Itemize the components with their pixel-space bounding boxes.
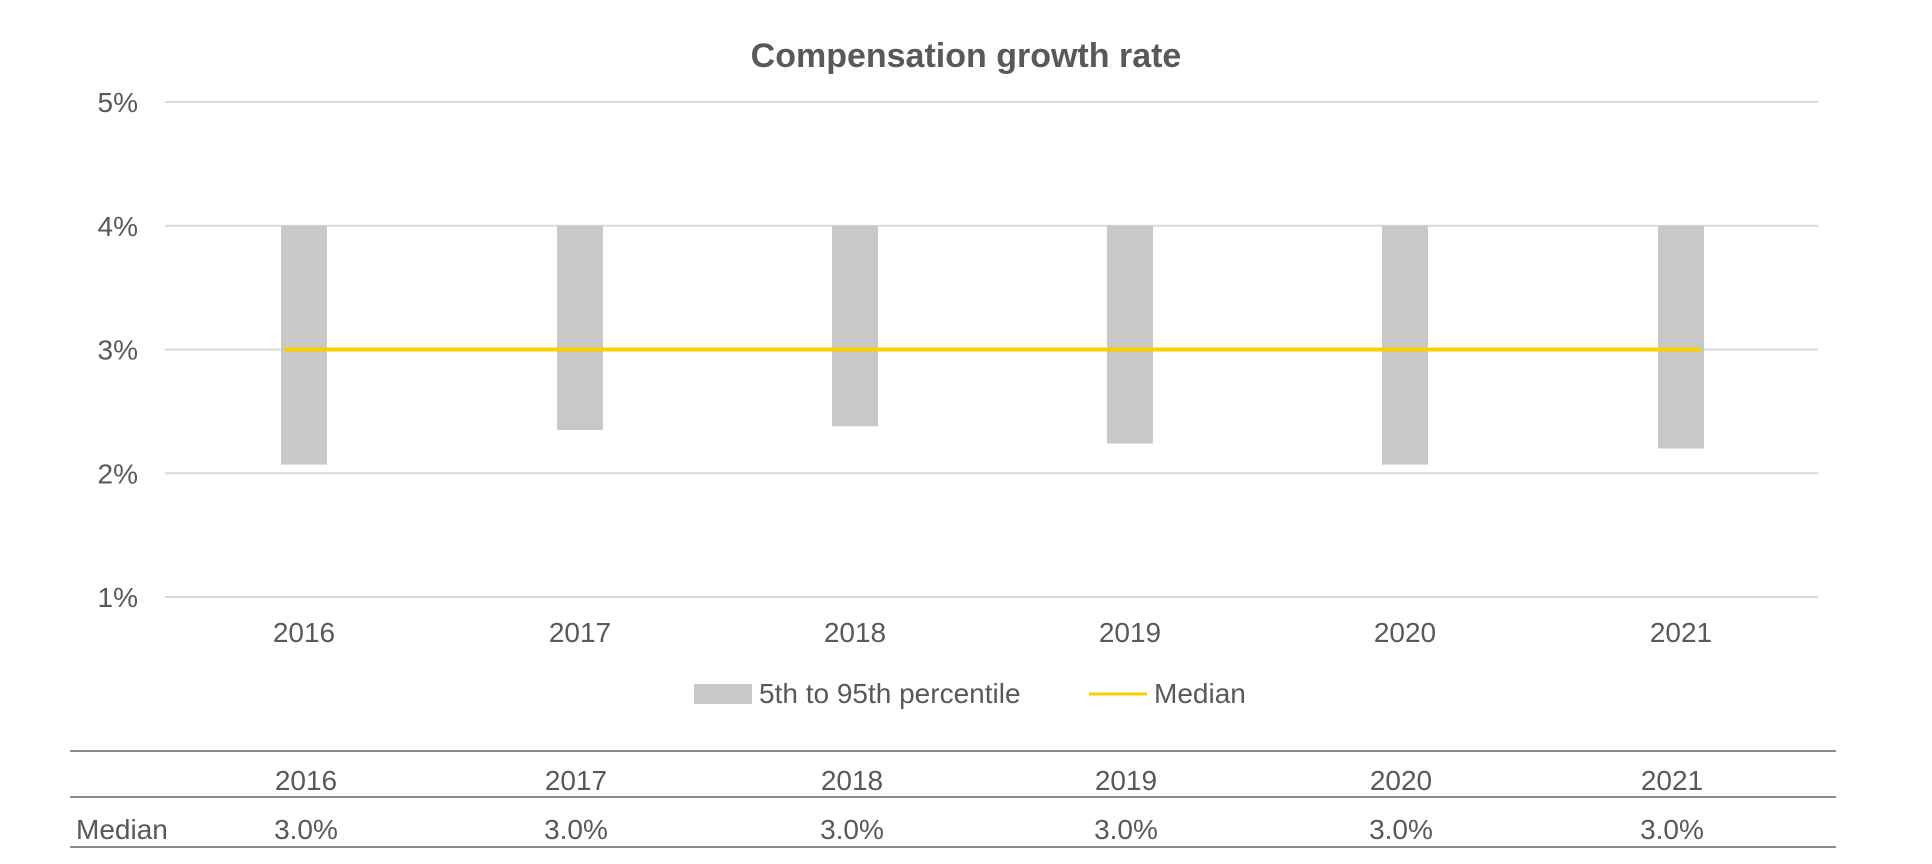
table-value-cell: 3.0% <box>820 814 884 845</box>
y-tick-label: 5% <box>98 87 138 118</box>
table-row-label: Median <box>76 814 168 845</box>
percentile-bar <box>1658 225 1704 449</box>
percentile-bar <box>557 225 603 430</box>
x-tick-label: 2019 <box>1099 617 1161 648</box>
y-tick-label: 2% <box>98 458 138 489</box>
table-header-cell: 2018 <box>821 765 883 796</box>
table-header-cell: 2016 <box>275 765 337 796</box>
y-tick-label: 1% <box>98 582 138 613</box>
table-value-cell: 3.0% <box>1094 814 1158 845</box>
table-value-cell: 3.0% <box>274 814 338 845</box>
percentile-bar <box>281 225 327 465</box>
table-header-cell: 2020 <box>1370 765 1432 796</box>
x-tick-label: 2018 <box>824 617 886 648</box>
legend-label-percentile: 5th to 95th percentile <box>759 678 1021 709</box>
y-axis-tick-labels: 1% 2% 3% 4% 5% <box>98 87 138 613</box>
percentile-bars <box>281 225 1704 465</box>
table-header-cell: 2017 <box>545 765 607 796</box>
legend-swatch-percentile <box>694 684 752 704</box>
median-table: Median 2016 2017 2018 2019 2020 2021 3.0% 3.0%… <box>70 750 1836 848</box>
table-value-row: 3.0% 3.0% 3.0% 3.0% 3.0% 3.0% <box>274 814 1704 845</box>
legend: 5th to 95th percentile Median <box>694 678 1246 709</box>
table-header-row: 2016 2017 2018 2019 2020 2021 <box>275 765 1703 796</box>
legend-label-median: Median <box>1154 678 1246 709</box>
table-value-cell: 3.0% <box>544 814 608 845</box>
table-value-cell: 3.0% <box>1640 814 1704 845</box>
table-header-cell: 2019 <box>1095 765 1157 796</box>
chart-title: Compensation growth rate <box>751 37 1182 75</box>
percentile-bar <box>1382 225 1428 465</box>
x-tick-label: 2017 <box>549 617 611 648</box>
percentile-bar <box>832 225 878 427</box>
x-tick-label: 2020 <box>1374 617 1436 648</box>
table-header-cell: 2021 <box>1641 765 1703 796</box>
percentile-bar <box>1107 225 1153 444</box>
x-tick-label: 2021 <box>1650 617 1712 648</box>
x-axis-tick-labels: 2016 2017 2018 2019 2020 2021 <box>273 617 1712 648</box>
y-tick-label: 4% <box>98 211 138 242</box>
table-value-cell: 3.0% <box>1369 814 1433 845</box>
x-tick-label: 2016 <box>273 617 335 648</box>
y-tick-label: 3% <box>98 335 138 366</box>
